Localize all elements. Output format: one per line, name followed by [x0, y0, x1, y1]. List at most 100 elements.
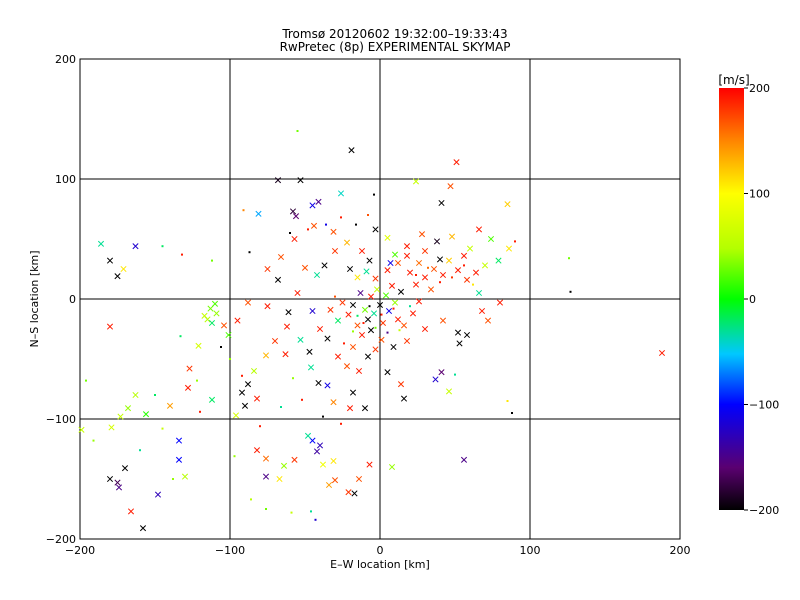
data-point-cross [448, 233, 456, 240]
data-point-cross [472, 269, 480, 276]
data-point-dot [248, 251, 251, 254]
data-point-cross [439, 317, 447, 324]
data-point-cross [339, 299, 346, 306]
data-point-cross [207, 305, 214, 312]
data-point-cross [415, 298, 423, 305]
data-point-cross [319, 461, 327, 468]
data-point-cross [406, 269, 414, 276]
colorbar-ticks: 200 100 0 −100 −200 [744, 82, 779, 517]
data-point-cross [403, 337, 411, 345]
data-point-cross [391, 251, 399, 258]
data-point-dot [355, 223, 357, 226]
data-point-cross [175, 437, 183, 444]
data-point-cross [244, 381, 252, 388]
data-point-dot [172, 478, 174, 480]
data-point-cross [309, 437, 316, 444]
data-point-cross [213, 310, 220, 317]
data-point-cross [367, 327, 375, 334]
data-point-dot [242, 209, 245, 212]
data-point-cross [208, 319, 216, 327]
data-point-cross [412, 178, 420, 185]
data-point-cross [658, 349, 666, 357]
data-point-cross [283, 323, 291, 330]
data-point-cross [367, 293, 375, 300]
data-point-cross [354, 322, 361, 329]
data-point-cross [324, 382, 331, 389]
data-point-cross [382, 292, 390, 299]
data-point-cross [495, 257, 502, 264]
data-point-dot [241, 374, 243, 377]
data-point-cross [475, 226, 483, 233]
data-point-cross [454, 267, 462, 274]
data-point-dot [292, 377, 294, 380]
data-point-cross [357, 289, 364, 297]
data-point-cross [348, 147, 355, 154]
data-point-cross [370, 310, 378, 317]
data-point-cross [361, 405, 369, 412]
data-point-cross [181, 473, 189, 480]
data-point-dot [289, 232, 291, 234]
data-point-cross [315, 198, 322, 205]
data-point-cross [264, 303, 271, 310]
data-point-cross [346, 405, 354, 412]
data-point-cross [378, 336, 385, 343]
data-point-cross [345, 311, 352, 318]
data-point-cross [343, 239, 351, 246]
data-point-dot [415, 274, 417, 276]
data-point-cross [276, 475, 283, 483]
data-point-cross [234, 317, 241, 324]
data-point-cross [289, 208, 297, 215]
data-point-cross [349, 343, 357, 351]
data-point-cross [433, 238, 441, 245]
data-point-cross [304, 432, 312, 439]
data-point-cross [132, 243, 139, 250]
data-point-cross [106, 475, 114, 483]
data-point-cross [366, 461, 373, 468]
data-point-cross [409, 310, 417, 317]
data-point-cross [394, 316, 402, 323]
data-point-cross [403, 243, 411, 250]
data-point-cross [327, 306, 334, 313]
data-point-cross [306, 348, 313, 355]
data-point-cross [481, 262, 489, 269]
data-point-cross [438, 369, 445, 376]
data-point-cross [78, 426, 85, 433]
data-point-dot [161, 245, 164, 248]
data-point-cross [291, 456, 298, 463]
data-point-cross [334, 353, 342, 360]
data-point-cross [463, 276, 471, 283]
colorbar-tick-label: −200 [749, 504, 779, 517]
data-point-dot [322, 415, 324, 418]
data-point-cross [186, 365, 193, 372]
data-point-dot [340, 216, 342, 219]
data-point-cross [262, 455, 270, 462]
data-point-cross [447, 183, 454, 190]
data-point-cross [262, 352, 270, 359]
colorbar-tick-label: 200 [749, 82, 770, 95]
data-point-dot [451, 276, 453, 279]
data-point-cross [321, 262, 328, 269]
y-axis-label: N–S location [km] [28, 250, 41, 347]
data-point-cross [372, 275, 379, 282]
data-point-cross [301, 264, 309, 271]
data-point-dot [398, 329, 401, 332]
data-point-cross [403, 252, 411, 259]
data-point-dot [514, 240, 516, 243]
data-point-cross [313, 271, 321, 279]
data-point-cross [330, 399, 337, 406]
data-point-cross [421, 274, 429, 281]
data-point-cross [421, 325, 429, 333]
data-point-cross [397, 381, 405, 388]
data-point-dot [301, 398, 303, 401]
data-point-cross [460, 456, 468, 463]
data-point-dot [229, 358, 231, 360]
data-point-dot [380, 313, 383, 316]
data-point-cross [310, 222, 318, 229]
data-point-dot [374, 326, 377, 329]
data-point-cross [415, 259, 423, 267]
chart-title: Tromsø 20120602 19:32:00–19:33:43 [281, 27, 507, 41]
data-point-cross [106, 257, 114, 264]
x-tick-label: 200 [670, 544, 691, 557]
data-point-dot [211, 259, 213, 262]
